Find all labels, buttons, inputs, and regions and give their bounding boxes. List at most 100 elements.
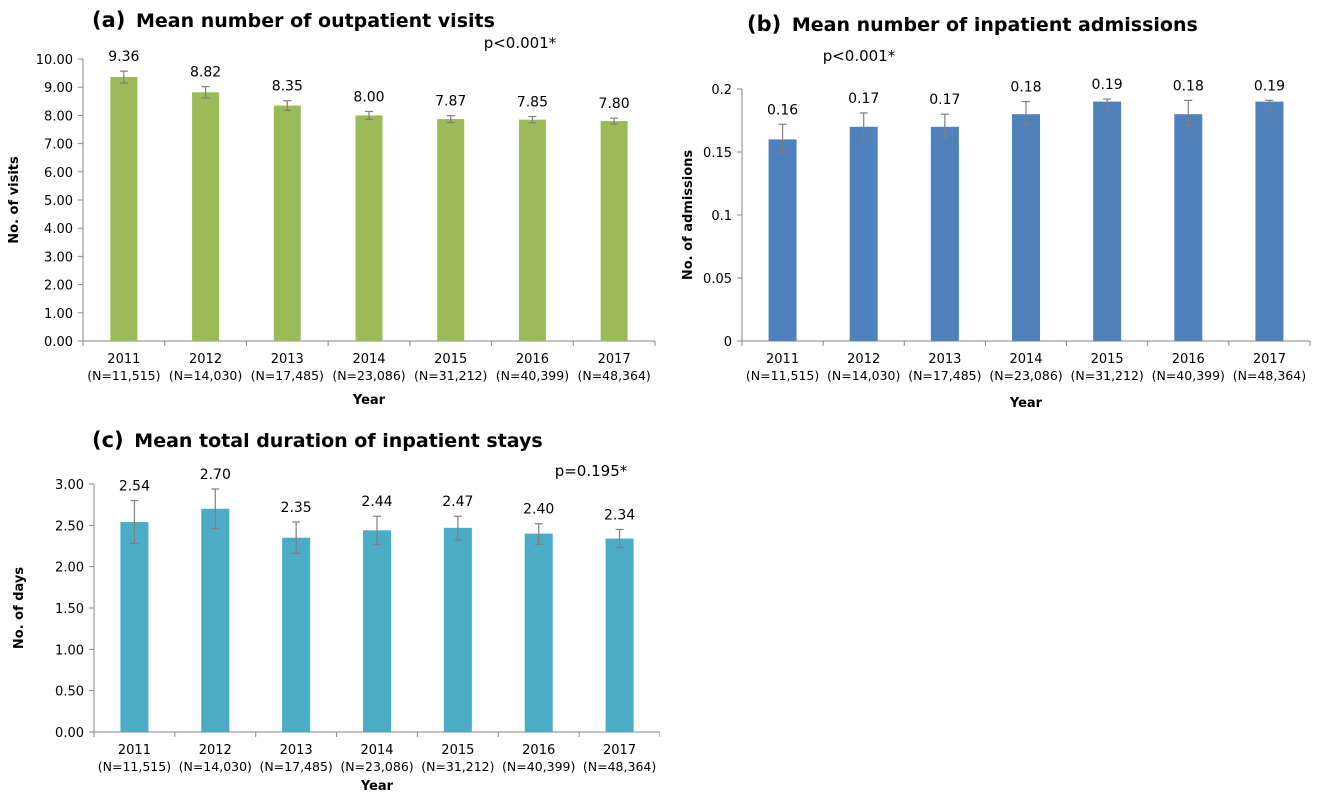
chart-c-x-tick-sublabel: (N=48,364) [583,759,656,774]
panel-c-letter: (c) [92,428,124,452]
chart-b-y-axis-title: No. of admissions [681,150,696,281]
chart-c-x-tick-label: 2013 [280,743,313,758]
panel-a-title-text: Mean number of outpatient visits [136,10,495,32]
chart-c-x-tick-sublabel: (N=40,399) [502,759,575,774]
panel-b-title: (b) Mean number of inpatient admissions [747,12,1198,36]
chart-a-x-tick-label: 2013 [271,352,304,367]
chart-b-x-tick-label: 2012 [847,352,880,367]
panel-a: (a) Mean number of outpatient visits 0.0… [0,0,660,415]
chart-b: 0 0.05 0.1 0.15 0.2 0.16 2011(N=11,515) 0.17 201… [681,47,1311,411]
chart-b-x-tick-label: 2017 [1253,352,1286,367]
chart-c-y-tick-label: 0.00 [55,726,84,741]
chart-a-data-label: 9.36 [108,49,139,65]
chart-c-y-tick-label: 0.50 [55,685,84,700]
chart-b-data-label: 0.16 [767,102,798,118]
chart-b-bar [1255,101,1284,341]
chart-a-bar [192,92,220,341]
chart-b-bar [930,126,959,341]
chart-c-x-tick-label: 2016 [522,743,555,758]
chart-a-data-label: 8.82 [190,65,221,81]
panel-b-title-text: Mean number of inpatient admissions [791,14,1198,36]
chart-a-p-value: p<0.001* [484,34,557,52]
chart-a-y-tick-label: 8.00 [44,109,73,124]
chart-a-x-tick-sublabel: (N=11,515) [87,368,160,383]
chart-a-y-tick-label: 9.00 [44,81,73,96]
chart-b-x-tick-label: 2011 [766,352,799,367]
chart-a-data-label: 7.85 [517,95,548,111]
chart-c-p-value: p=0.195* [555,462,628,480]
chart-a-x-tick-sublabel: (N=14,030) [169,368,242,383]
chart-c-x-axis-title: Year [360,779,394,794]
chart-a-bar [273,105,301,341]
chart-b-y-tick-label: 0 [724,335,732,350]
chart-a-y-tick-label: 5.00 [44,194,73,209]
chart-b-x-tick-label: 2013 [928,352,961,367]
panel-b: (b) Mean number of inpatient admissions … [660,0,1317,415]
chart-a-data-label: 8.00 [353,89,384,105]
chart-c-y-tick-label: 3.00 [55,478,84,493]
chart-b-y-tick-label: 0.2 [711,83,732,98]
chart-b-x-tick-sublabel: (N=23,086) [989,368,1062,383]
chart-c-x-tick-label: 2015 [441,743,474,758]
chart-c-data-label: 2.34 [604,507,635,523]
chart-c-y-tick-label: 1.50 [55,602,84,617]
chart-c-bar [605,538,634,732]
chart-a-y-tick-label: 1.00 [44,307,73,322]
chart-a-y-tick-label: 7.00 [44,138,73,153]
chart-a-y-tick-label: 2.00 [44,279,73,294]
chart-b-bar [768,139,797,341]
chart-b-data-label: 0.19 [1092,77,1123,93]
chart-a-bar [437,119,465,341]
chart-c-bar [524,533,553,732]
chart-c-data-label: 2.44 [361,494,392,510]
panel-c-title-text: Mean total duration of inpatient stays [134,430,543,452]
chart-c-bar [120,522,149,732]
chart-c-x-tick-sublabel: (N=23,086) [340,759,413,774]
chart-a-bar [518,119,546,341]
panel-a-title: (a) Mean number of outpatient visits [92,8,495,32]
chart-c: 0.000.501.001.502.002.503.00 2.542011(N=1… [12,462,661,794]
chart-b-data-label: 0.19 [1254,78,1285,94]
chart-a-y-tick-label: 6.00 [44,166,73,181]
chart-c-bar [443,527,472,732]
chart-a-x-tick-label: 2011 [107,352,140,367]
chart-a-data-label: 7.87 [435,94,466,110]
chart-c-x-tick-label: 2012 [199,743,232,758]
chart-c-y-tick-label: 2.00 [55,561,84,576]
chart-a-data-label: 8.35 [272,79,303,95]
chart-b-x-tick-sublabel: (N=14,030) [827,368,900,383]
chart-b-x-tick-sublabel: (N=31,212) [1070,368,1143,383]
chart-a-x-tick-sublabel: (N=31,212) [414,368,487,383]
chart-b-data-label: 0.17 [929,92,960,108]
chart-a-x-tick-label: 2017 [598,352,631,367]
chart-b-x-tick-label: 2014 [1009,352,1042,367]
chart-b-x-axis-title: Year [1009,396,1043,411]
chart-c-bar [363,530,391,732]
panel-c: (c) Mean total duration of inpatient sta… [0,420,661,794]
chart-c-x-tick-label: 2011 [118,743,151,758]
chart-b-y-tick-label: 0.05 [703,272,732,287]
chart-c-data-label: 2.40 [523,502,554,518]
chart-a-x-tick-sublabel: (N=40,399) [496,368,569,383]
chart-a-x-axis-title: Year [352,393,386,408]
chart-b-x-tick-sublabel: (N=40,399) [1152,368,1225,383]
chart-b-x-tick-sublabel: (N=11,515) [746,368,819,383]
chart-b-data-label: 0.17 [848,91,879,107]
chart-b-x-tick-label: 2016 [1172,352,1205,367]
chart-b-x-tick-label: 2015 [1091,352,1124,367]
chart-b-data-label: 0.18 [1010,80,1041,96]
chart-a-y-tick-label: 3.00 [44,250,73,265]
chart-a-y-tick-label: 10.00 [36,53,73,68]
chart-b-x-tick-sublabel: (N=48,364) [1233,368,1306,383]
chart-a-bar [600,121,628,341]
chart-c-x-tick-label: 2014 [360,743,393,758]
chart-c-y-tick-label: 1.00 [55,643,84,658]
chart-a-bar [110,77,138,341]
chart-c-y-axis-title: No. of days [12,567,27,650]
chart-c-x-tick-sublabel: (N=14,030) [179,759,252,774]
chart-c-bar [201,508,230,732]
chart-a-y-axis-title: No. of visits [7,156,22,244]
chart-a-y-tick-label: 4.00 [44,222,73,237]
chart-b-bar [1174,114,1203,341]
chart-a-bar [355,115,383,342]
